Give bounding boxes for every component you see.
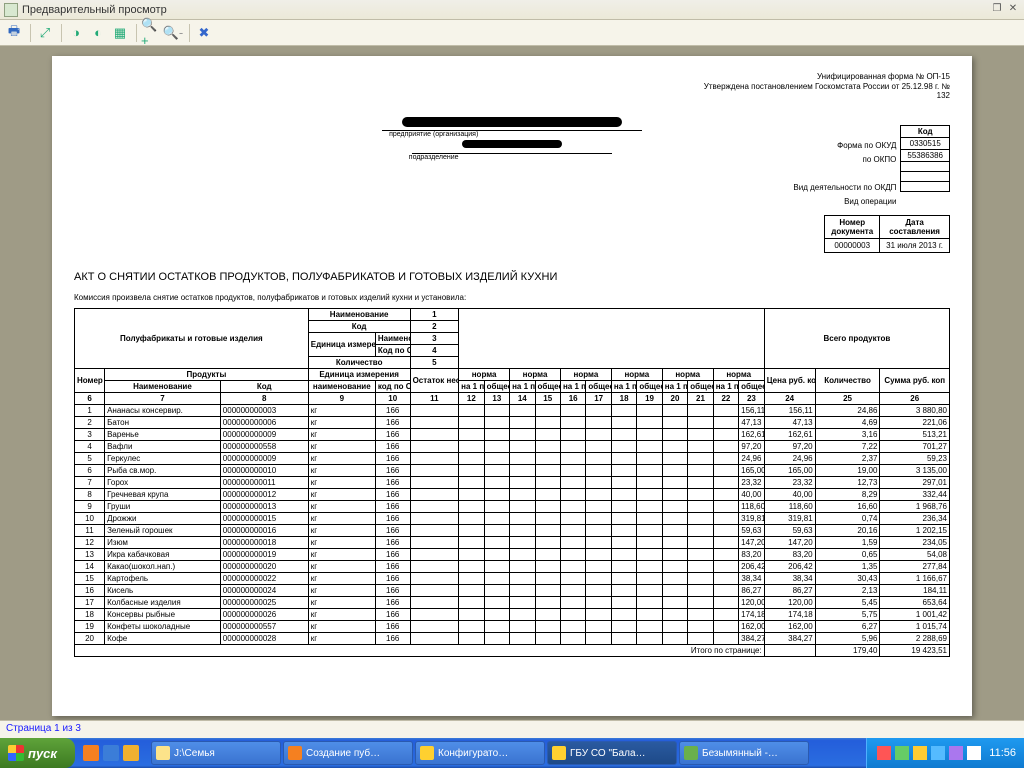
windows-flag-icon: [8, 745, 24, 761]
kod-labels: Форма по ОКУД по ОКПО Вид деятельности п…: [793, 125, 896, 209]
zoom-in-icon[interactable]: 🔍+: [141, 23, 161, 43]
tray-icon[interactable]: [931, 746, 945, 760]
toolbar: 🖶 ⤢ ◑ ◐ ▦ 🔍+ 🔍- ✖: [0, 20, 1024, 46]
start-button[interactable]: пуск: [0, 738, 75, 768]
taskbar-button[interactable]: Создание пуб…: [283, 741, 413, 765]
taskbar: пуск J:\СемьяСоздание пуб…Конфигурато…ГБ…: [0, 738, 1024, 768]
taskbar-tasks: J:\СемьяСоздание пуб…Конфигурато…ГБУ СО …: [147, 741, 866, 765]
fit-icon[interactable]: ⤢: [35, 23, 55, 43]
system-tray: 11:56: [866, 738, 1024, 768]
multi-page-icon[interactable]: ▦: [110, 23, 130, 43]
page-indicator: Страница 1 из 3: [6, 723, 81, 734]
tray-icon[interactable]: [895, 746, 909, 760]
statusbar: Страница 1 из 3: [0, 720, 1024, 738]
window-title: Предварительный просмотр: [22, 4, 167, 16]
tray-icon[interactable]: [877, 746, 891, 760]
taskbar-button[interactable]: Конфигурато…: [415, 741, 545, 765]
print-icon[interactable]: 🖶: [4, 23, 24, 43]
doc-title: АКТ О СНЯТИИ ОСТАТКОВ ПРОДУКТОВ, ПОЛУФАБ…: [74, 253, 950, 283]
preview-viewport[interactable]: Унифицированная форма № ОП-15 Утверждена…: [0, 46, 1024, 720]
close-preview-icon[interactable]: ✖: [194, 23, 214, 43]
close-button[interactable]: ✕: [1006, 3, 1020, 17]
docnum-table: Номердокумента Датасоставления 000000033…: [824, 215, 950, 253]
document-page: Унифицированная форма № ОП-15 Утверждена…: [52, 56, 972, 716]
main-table: Полуфабрикаты и готовые изделияНаименова…: [74, 308, 950, 657]
taskbar-button[interactable]: J:\Семья: [151, 741, 281, 765]
taskbar-button[interactable]: ГБУ СО "Бала…: [547, 741, 677, 765]
window: Предварительный просмотр ❐ ✕ 🖶 ⤢ ◑ ◐ ▦ 🔍…: [0, 0, 1024, 768]
kod-table: Код 0330515 55386386: [900, 125, 950, 192]
next-page-icon[interactable]: ◐: [88, 23, 108, 43]
form-header: Унифицированная форма № ОП-15 Утверждена…: [74, 72, 950, 101]
quick-launch: [75, 745, 147, 761]
tray-icon[interactable]: [913, 746, 927, 760]
prev-page-icon[interactable]: ◑: [66, 23, 86, 43]
clock[interactable]: 11:56: [989, 747, 1016, 759]
ql-icon[interactable]: [83, 745, 99, 761]
taskbar-button[interactable]: Безымянный -…: [679, 741, 809, 765]
doc-subtitle: Комиссия произвела снятие остатков проду…: [74, 293, 950, 302]
ql-icon[interactable]: [103, 745, 119, 761]
app-icon: [4, 3, 18, 17]
tray-icon[interactable]: [967, 746, 981, 760]
ql-icon[interactable]: [123, 745, 139, 761]
restore-button[interactable]: ❐: [990, 3, 1004, 17]
tray-icon[interactable]: [949, 746, 963, 760]
zoom-out-icon[interactable]: 🔍-: [163, 23, 183, 43]
